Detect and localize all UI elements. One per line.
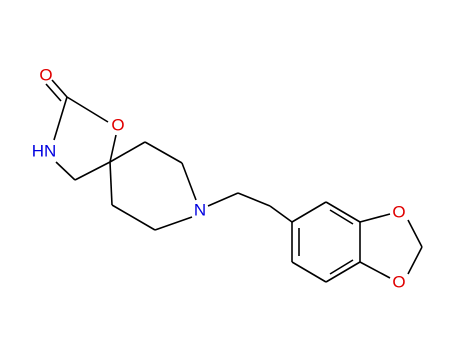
bond bbox=[55, 161, 76, 181]
bond bbox=[74, 161, 111, 181]
bond bbox=[407, 219, 423, 248]
bond bbox=[111, 204, 156, 231]
bond bbox=[359, 261, 391, 279]
atom-label: N bbox=[194, 201, 206, 220]
atom-label: HN bbox=[32, 142, 57, 161]
bond bbox=[207, 192, 239, 207]
bond bbox=[144, 141, 183, 164]
bond bbox=[109, 141, 146, 163]
bond bbox=[45, 83, 62, 102]
bond bbox=[291, 201, 327, 223]
bond bbox=[154, 216, 193, 231]
bond bbox=[291, 261, 327, 283]
bond bbox=[51, 79, 68, 98]
bonds bbox=[45, 79, 423, 283]
bond bbox=[329, 209, 354, 225]
atom-label: O bbox=[39, 66, 52, 85]
bond bbox=[109, 161, 113, 206]
bond bbox=[407, 246, 423, 275]
bond bbox=[181, 162, 197, 201]
bond bbox=[359, 213, 391, 223]
bond bbox=[109, 134, 117, 163]
bond bbox=[325, 201, 361, 223]
atom-label: O bbox=[392, 203, 405, 222]
atom-label: O bbox=[392, 273, 405, 292]
atom-labels: O O HN N O O bbox=[32, 66, 406, 292]
bond bbox=[269, 205, 293, 223]
atom-label: O bbox=[111, 116, 124, 135]
bond bbox=[53, 96, 68, 141]
bond bbox=[325, 261, 361, 283]
bond bbox=[237, 192, 271, 207]
bond bbox=[329, 259, 354, 275]
bond bbox=[66, 96, 109, 123]
